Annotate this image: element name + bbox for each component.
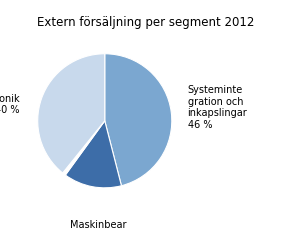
Wedge shape <box>38 55 105 173</box>
Text: Elektronik
40 %: Elektronik 40 % <box>0 93 19 115</box>
Wedge shape <box>65 121 121 188</box>
Wedge shape <box>63 121 105 175</box>
Text: Systeminte
gration och
inkapslingar
46 %: Systeminte gration och inkapslingar 46 % <box>188 85 247 129</box>
Wedge shape <box>105 55 172 186</box>
Text: Extern försäljning per segment 2012: Extern försäljning per segment 2012 <box>37 16 254 29</box>
Text: Maskinbear
betning
14 %: Maskinbear betning 14 % <box>70 219 127 231</box>
